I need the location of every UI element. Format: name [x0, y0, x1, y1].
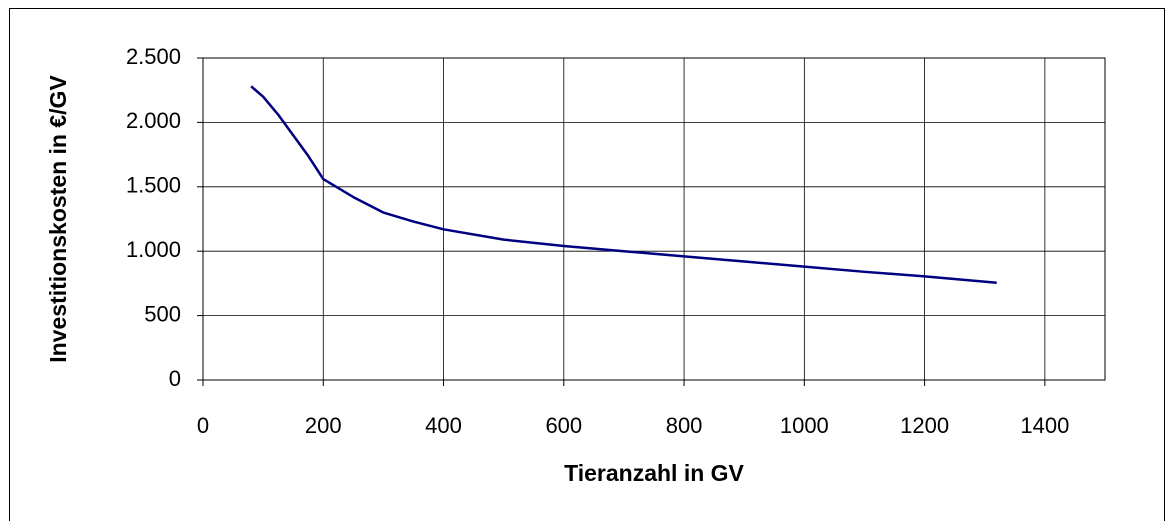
x-tick-label: 1400 — [1020, 413, 1069, 438]
y-tick-label: 2.500 — [126, 44, 181, 69]
x-tick-label: 400 — [425, 413, 462, 438]
chart-frame — [9, 8, 1165, 521]
x-tick-label: 800 — [666, 413, 703, 438]
y-tick-label: 0 — [169, 366, 181, 391]
y-tick-label: 1.500 — [126, 173, 181, 198]
x-tick-label: 0 — [197, 413, 209, 438]
x-tick-label: 1000 — [780, 413, 829, 438]
y-axis-title: Investitionskosten in €/GV — [45, 75, 71, 363]
data-line — [250, 85, 997, 285]
y-tick-label: 2.000 — [126, 108, 181, 133]
x-axis-title: Tieranzahl in GV — [564, 460, 744, 486]
y-tick-label: 500 — [144, 301, 181, 326]
x-tick-label: 1200 — [900, 413, 949, 438]
x-tick-label: 200 — [305, 413, 342, 438]
x-tick-label: 600 — [545, 413, 582, 438]
plot-frame — [202, 57, 1106, 381]
y-tick-label: 1.000 — [126, 237, 181, 262]
